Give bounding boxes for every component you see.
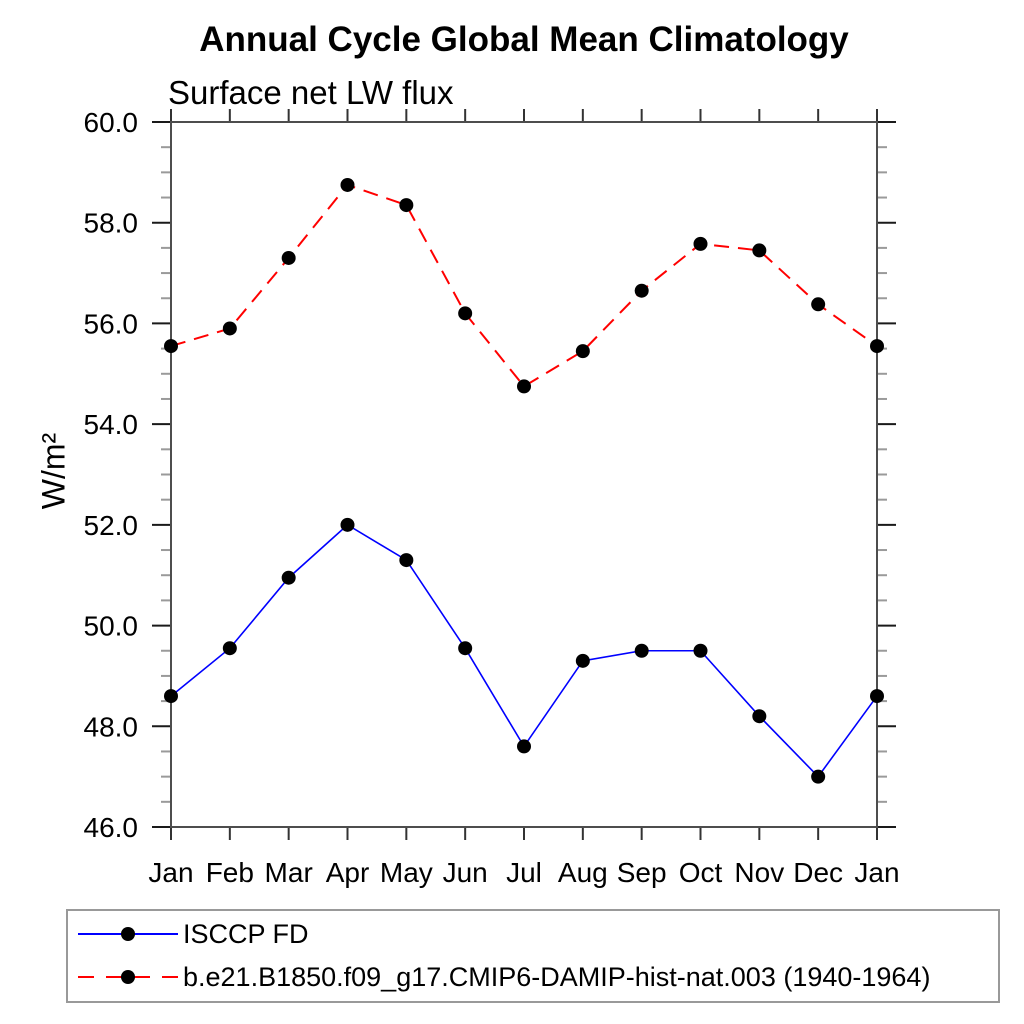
- data-point-marker: [634, 643, 649, 658]
- data-point-marker: [164, 339, 178, 354]
- data-point-marker: [517, 379, 531, 394]
- y-axis-tick-label: 54.0: [84, 409, 139, 440]
- y-axis-tick-label: 46.0: [84, 812, 139, 843]
- data-point-marker: [458, 641, 473, 656]
- data-point-marker: [752, 709, 767, 724]
- data-point-marker: [517, 739, 531, 754]
- data-point-marker: [870, 689, 884, 704]
- y-axis-tick-label: 58.0: [84, 208, 139, 239]
- legend-line-sample-solid: [78, 927, 178, 941]
- data-point-marker: [399, 198, 414, 213]
- data-point-marker: [811, 769, 826, 784]
- x-axis-tick-label: Jan: [148, 857, 193, 888]
- x-axis-tick-label: Sep: [617, 857, 667, 888]
- x-axis-tick-label: Oct: [679, 857, 723, 888]
- data-point-marker: [222, 321, 237, 336]
- data-point-marker: [222, 641, 237, 656]
- plot-frame: [170, 121, 878, 828]
- x-axis-tick-label: Apr: [326, 857, 370, 888]
- data-point-marker: [399, 553, 414, 568]
- y-axis-tick-label: 52.0: [84, 510, 139, 541]
- data-point-marker: [634, 283, 649, 298]
- legend-marker-dot: [121, 927, 135, 941]
- data-point-marker: [281, 250, 296, 265]
- data-point-marker: [340, 517, 355, 532]
- x-axis-tick-label: Nov: [734, 857, 784, 888]
- series-line-1: [170, 183, 878, 388]
- y-axis-tick-label: 56.0: [84, 308, 139, 339]
- x-axis-tick-label: Jan: [854, 857, 899, 888]
- x-axis-tick-label: Mar: [265, 857, 313, 888]
- chart-subtitle: Surface net LW flux: [168, 74, 454, 111]
- y-axis-tick-label: 60.0: [84, 107, 139, 138]
- data-point-marker: [870, 339, 884, 354]
- legend-item-isccp: ISCCP FD: [72, 913, 309, 955]
- x-axis-tick-label: Jul: [506, 857, 542, 888]
- y-axis-tick-label: 50.0: [84, 611, 139, 642]
- legend-label-isccp: ISCCP FD: [183, 918, 309, 949]
- x-axis-tick-label: Jun: [443, 857, 488, 888]
- data-point-marker: [281, 570, 296, 585]
- chart-title: Annual Cycle Global Mean Climatology: [199, 20, 849, 59]
- series-line-0: [170, 523, 878, 778]
- data-point-marker: [575, 653, 590, 668]
- legend-item-model: b.e21.B1850.f09_g17.CMIP6-DAMIP-hist-nat…: [72, 956, 930, 998]
- x-axis-tick-label: Aug: [558, 857, 608, 888]
- x-axis-tick-label: Dec: [793, 857, 843, 888]
- data-point-marker: [458, 306, 473, 321]
- data-point-marker: [164, 689, 178, 704]
- x-axis-tick-label: Feb: [206, 857, 254, 888]
- legend: ISCCP FD b.e21.B1850.f09_g17.CMIP6-DAMIP…: [66, 909, 1000, 1003]
- legend-line-sample-dashed: [78, 970, 178, 984]
- data-point-marker: [693, 236, 708, 251]
- data-point-marker: [693, 643, 708, 658]
- legend-marker-dot: [121, 970, 135, 984]
- data-point-marker: [752, 243, 767, 258]
- x-axis-tick-label: May: [380, 857, 433, 888]
- data-point-marker: [811, 297, 826, 312]
- data-point-marker: [575, 344, 590, 359]
- y-axis-tick-label: 48.0: [84, 711, 139, 742]
- data-point-marker: [340, 177, 355, 192]
- legend-label-model: b.e21.B1850.f09_g17.CMIP6-DAMIP-hist-nat…: [183, 961, 931, 992]
